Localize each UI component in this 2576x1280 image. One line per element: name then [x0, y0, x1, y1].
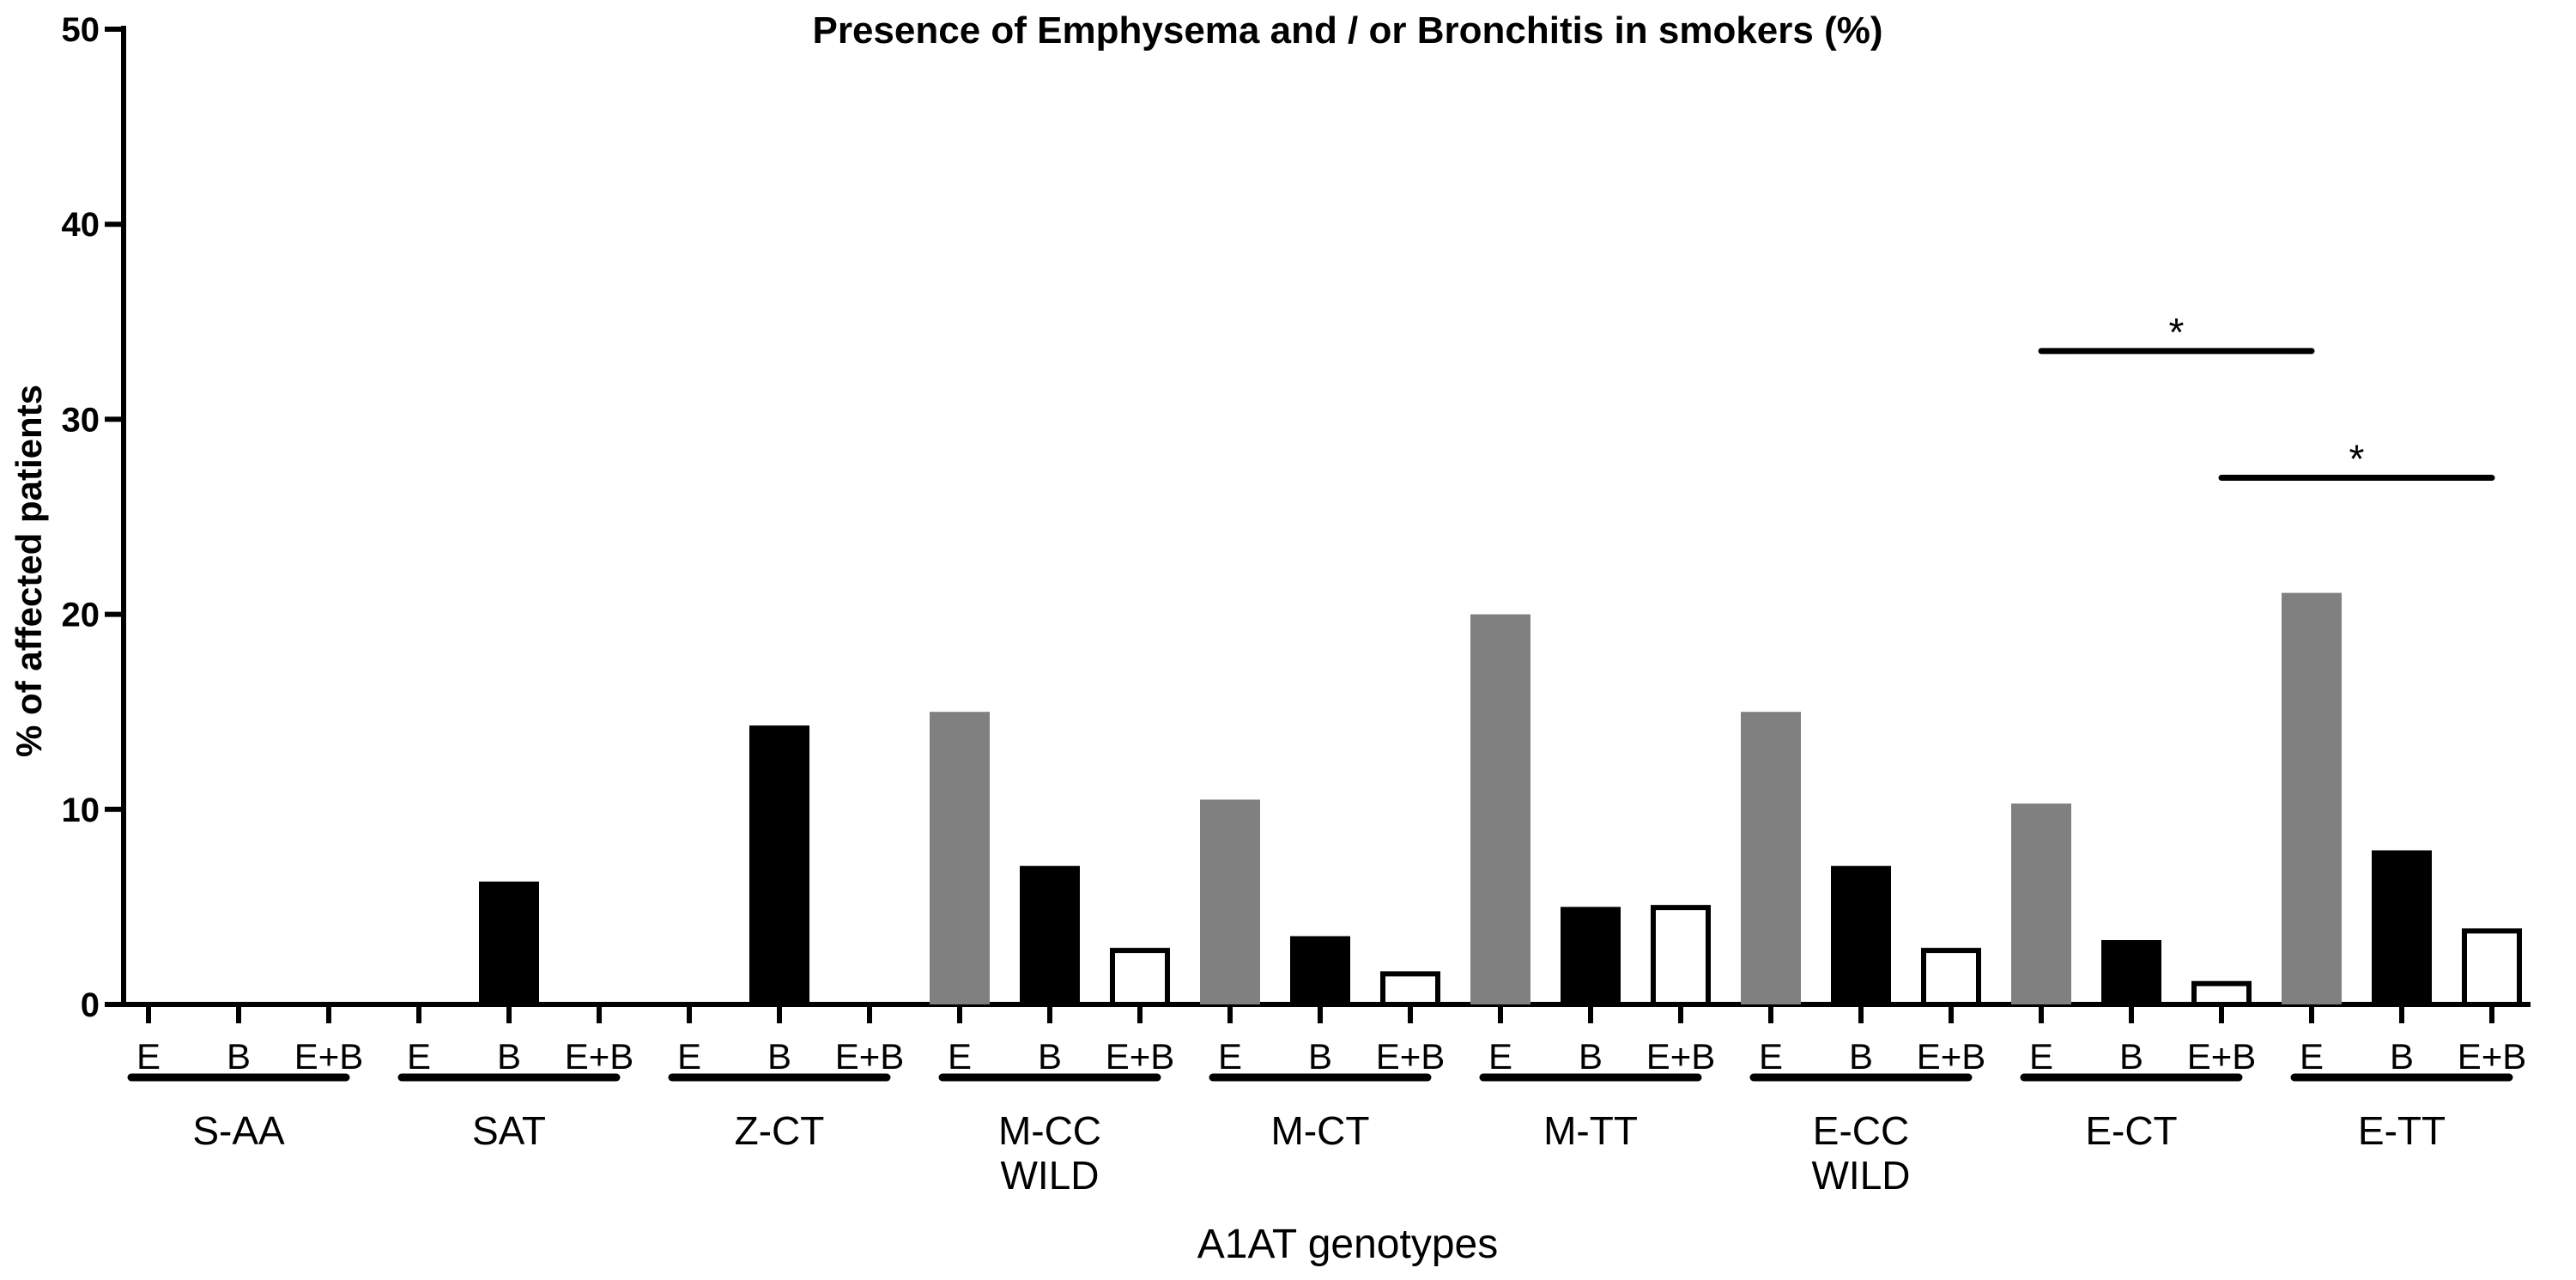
subcategory-label: E+B	[2458, 1036, 2527, 1077]
y-axis-label: % of affected patients	[9, 385, 49, 757]
bar-eplusb	[2191, 980, 2252, 1007]
group-label: S-AA	[192, 1108, 285, 1153]
bar-b	[749, 725, 809, 1004]
subcategory-label: E	[1759, 1036, 1783, 1077]
bar-b	[1561, 907, 1621, 1004]
subcategory-label: E+B	[1376, 1036, 1446, 1077]
y-tick-label: 30	[62, 401, 100, 439]
x-axis-label: A1AT genotypes	[1197, 1222, 1498, 1267]
subcategory-label: B	[2390, 1036, 2414, 1077]
subcategory-label: B	[2119, 1036, 2143, 1077]
bar-e	[2011, 803, 2071, 1004]
axes: 0 10 20 30 40 50	[62, 11, 2531, 1024]
subcategory-label: E	[2300, 1036, 2324, 1077]
bar-b	[2101, 940, 2161, 1004]
bar-b	[1290, 936, 1350, 1004]
bar-eplusb	[1380, 971, 1440, 1007]
subcategory-label: E+B	[294, 1036, 364, 1077]
subcategory-label: B	[497, 1036, 521, 1077]
significance-star: *	[2349, 437, 2365, 482]
subcategory-label: B	[227, 1036, 251, 1077]
y-tick-label: 20	[62, 597, 100, 634]
bar-e	[2282, 592, 2342, 1004]
bar-e	[1741, 712, 1801, 1004]
subcategory-label: B	[1849, 1036, 1873, 1077]
bar-eplusb	[1651, 905, 1711, 1008]
subcategory-label: B	[1579, 1036, 1603, 1077]
group-label: Z-CT	[735, 1108, 825, 1153]
y-tick-label: 50	[62, 11, 100, 49]
bar-e	[1200, 799, 1260, 1004]
bar-e	[1470, 614, 1530, 1004]
subcategory-label: E+B	[1646, 1036, 1716, 1077]
group-label: M-CT	[1271, 1108, 1370, 1153]
group-label: WILD	[1812, 1153, 1911, 1198]
subcategory-label: E	[677, 1036, 701, 1077]
subcategory-label: B	[767, 1036, 791, 1077]
subcategory-label: E	[1218, 1036, 1242, 1077]
bar-b	[2372, 850, 2432, 1004]
bar-e	[930, 712, 990, 1004]
bar-b	[1020, 865, 1080, 1004]
group-label: M-TT	[1543, 1108, 1638, 1153]
bar-b	[1831, 865, 1891, 1004]
bar-eplusb	[1921, 948, 1981, 1008]
subcategory-label: E	[136, 1036, 161, 1077]
group-label: SAT	[472, 1108, 546, 1153]
subcategory-label: E+B	[565, 1036, 634, 1077]
subcategory-label: B	[1038, 1036, 1062, 1077]
subcategory-label: E+B	[835, 1036, 905, 1077]
bar-eplusb	[1110, 948, 1170, 1008]
chart-title: Presence of Emphysema and / or Bronchiti…	[812, 9, 1882, 52]
subcategory-label: B	[1308, 1036, 1332, 1077]
y-tick-label: 10	[62, 792, 100, 829]
y-tick-label: 0	[81, 986, 100, 1024]
subcategory-label: E+B	[1917, 1036, 1986, 1077]
group-label: E-CC	[1813, 1108, 1909, 1153]
group-label: M-CC	[998, 1108, 1101, 1153]
group-label: E-CT	[2085, 1108, 2177, 1153]
bar-eplusb	[2462, 928, 2522, 1007]
subcategory-label: E+B	[1106, 1036, 1175, 1077]
bar-b	[479, 881, 539, 1004]
significance-annotations: **	[2038, 310, 2495, 482]
y-tick-label: 40	[62, 206, 100, 244]
group-label: E-TT	[2358, 1108, 2446, 1153]
subcategory-label: E	[948, 1036, 972, 1077]
bars	[479, 592, 2522, 1008]
subcategory-label: E	[407, 1036, 431, 1077]
subcategory-label: E	[1488, 1036, 1512, 1077]
significance-star: *	[2169, 310, 2185, 355]
group-label: WILD	[1001, 1153, 1100, 1198]
subcategory-label: E+B	[2187, 1036, 2257, 1077]
subcategory-label: E	[2029, 1036, 2053, 1077]
